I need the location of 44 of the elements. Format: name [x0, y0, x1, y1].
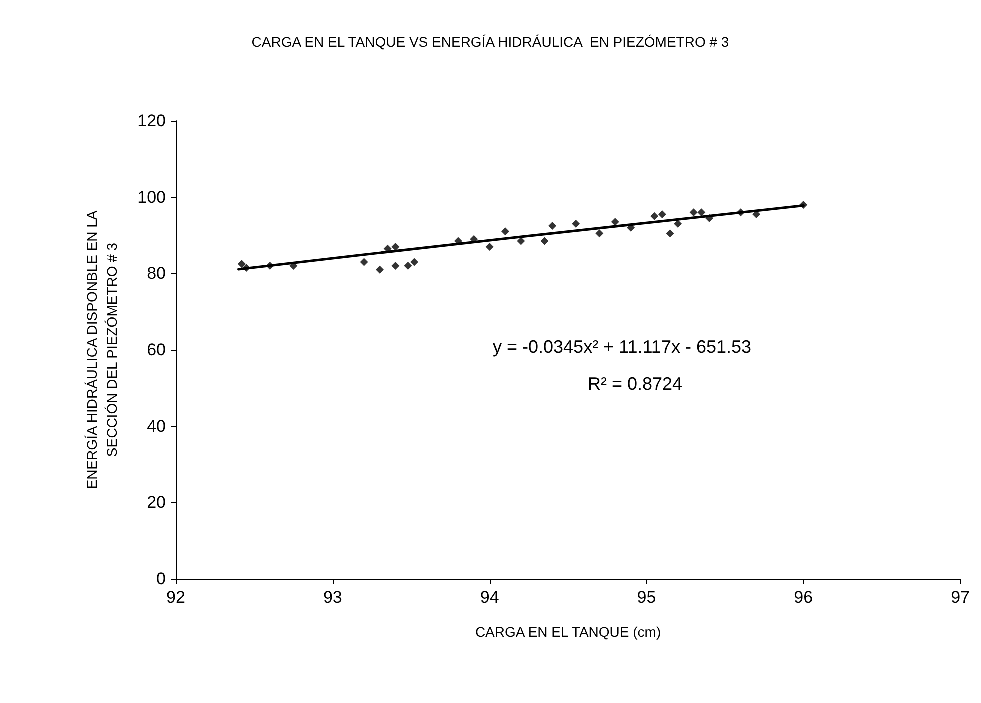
y-tick-label: 40	[147, 416, 166, 436]
point	[392, 242, 400, 251]
point	[650, 212, 659, 220]
point	[540, 237, 549, 246]
point	[705, 214, 714, 222]
y-axis-title: ENERGÍA HIDRÁULICA DISPONBLE EN LA SECCIÓN DEL PIEZÓMETRO # 3	[84, 210, 120, 490]
point	[238, 260, 246, 268]
annotation: R² = 0.8724	[588, 374, 683, 394]
point	[611, 218, 620, 226]
point	[392, 262, 400, 270]
point	[690, 208, 698, 217]
y-tick-label: 80	[147, 264, 166, 284]
point	[517, 237, 526, 246]
point	[666, 230, 674, 238]
point	[658, 210, 666, 219]
y-tick-label: 0	[156, 570, 166, 588]
annotation: y = -0.0345x² + 11.117x - 651.53	[493, 337, 752, 357]
point	[548, 222, 557, 230]
y-tick-label: 60	[147, 340, 166, 360]
x-tick-label: 97	[951, 588, 970, 607]
y-tick-label: 20	[147, 493, 166, 512]
x-tick-label: 96	[794, 588, 814, 607]
y-tick-label: 100	[138, 188, 166, 207]
point	[736, 208, 745, 217]
x-tick-label: 95	[637, 588, 656, 607]
point	[486, 242, 494, 251]
point	[404, 262, 412, 270]
point	[376, 266, 384, 274]
x-tick-label: 94	[480, 588, 500, 607]
point	[454, 237, 462, 246]
point	[360, 258, 368, 266]
x-tick-label: 92	[166, 588, 186, 607]
x-tick-label: 93	[323, 588, 342, 607]
point	[502, 228, 510, 236]
point	[596, 230, 604, 238]
chart-title: CARGA EN EL TANQUE VS ENERGÍA HIDRÁULICA EN PIEZÓMETRO # 3	[252, 34, 730, 50]
point	[698, 208, 706, 217]
point	[800, 200, 808, 209]
point	[410, 258, 418, 266]
point	[266, 262, 274, 270]
point	[572, 220, 580, 228]
x-axis-title: CARGA EN EL TANQUE (cm)	[475, 624, 662, 640]
point	[674, 220, 682, 228]
y-tick-label: 120	[138, 112, 166, 130]
